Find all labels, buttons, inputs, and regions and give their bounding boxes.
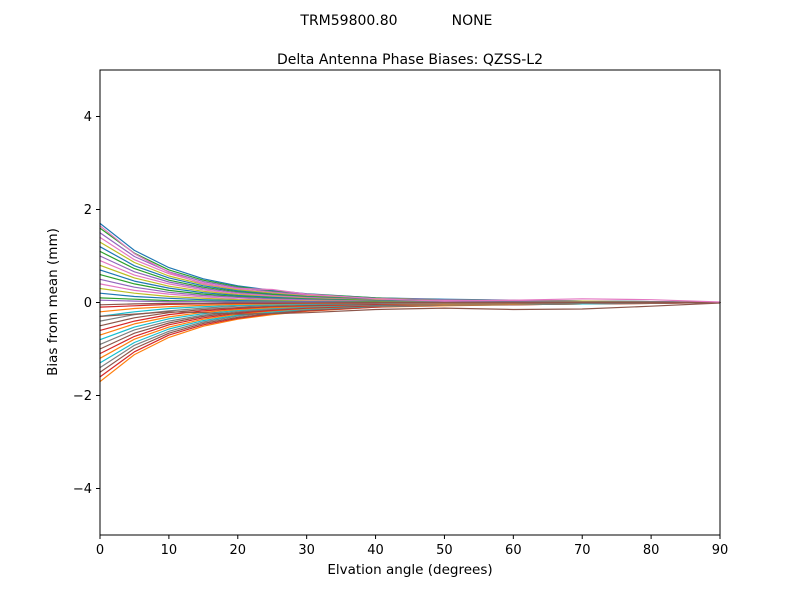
series-line [99,225,721,303]
series-line [99,301,721,383]
x-tick-label: 80 [643,543,660,558]
series-line [99,222,721,304]
x-tick-label: 0 [96,543,104,558]
y-tick-label: 0 [84,296,92,311]
x-tick-label: 70 [574,543,591,558]
x-tick-label: 40 [367,543,384,558]
series-line [99,301,721,306]
y-tick-label: −2 [73,389,92,404]
y-tick-label: 4 [84,110,92,125]
x-tick-label: 50 [436,543,453,558]
x-tick-label: 30 [298,543,315,558]
series-line [99,232,721,304]
axes-frame [99,69,721,536]
y-axis-label: Bias from mean (mm) [45,228,61,376]
plot-content: 0 10 20 30 40 50 60 70 80 90 −4 −2 0 2 4 [73,69,729,558]
x-axis-label: Elvation angle (degrees) [327,562,492,578]
x-tick-label: 20 [230,543,247,558]
y-tick-label: 2 [84,203,92,218]
y-tick-label: −4 [73,482,92,497]
x-tick-label: 10 [161,543,178,558]
series-line [99,302,721,317]
x-tick-label: 60 [505,543,522,558]
x-tick-label: 90 [712,543,729,558]
axes-title: Delta Antenna Phase Biases: QZSS-L2 [277,52,543,68]
suptitle-antenna: TRM59800.80 [299,13,397,29]
suptitle-dome: NONE [452,13,493,29]
